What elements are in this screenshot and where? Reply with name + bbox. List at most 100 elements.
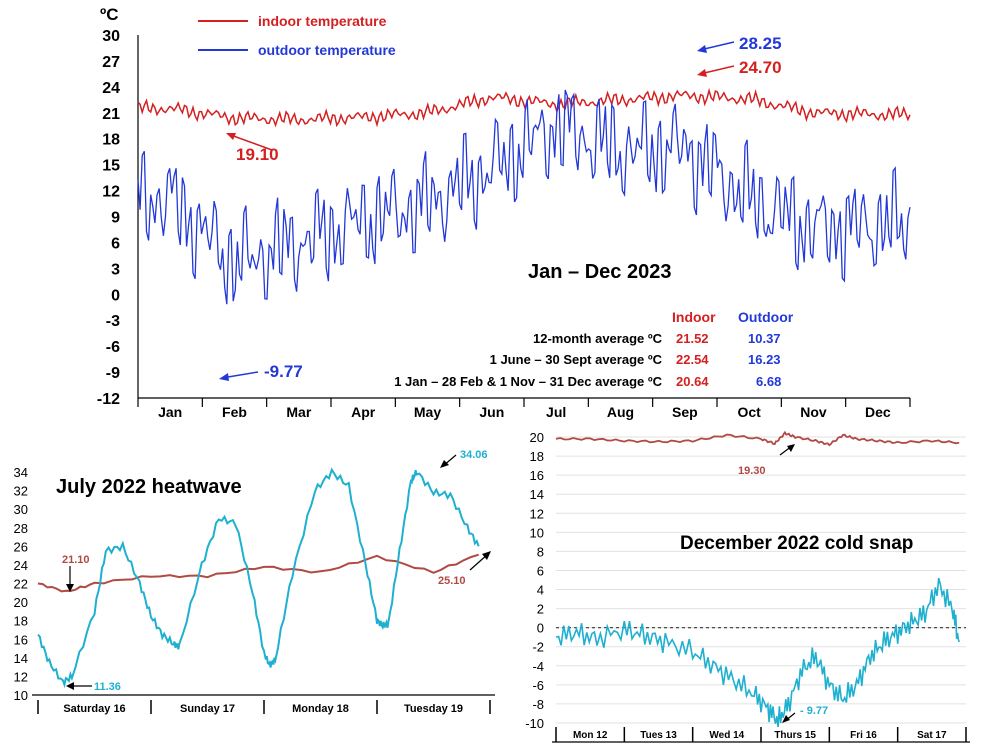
y-tick-label: 28 [14, 521, 28, 536]
x-tick-label: Aug [607, 404, 634, 420]
annotation-label: 34.06 [460, 449, 488, 461]
annotation-label: 21.10 [62, 554, 90, 566]
table-row-label: 1 Jan – 28 Feb & 1 Nov – 31 Dec average … [394, 374, 662, 389]
coldsnap-indoor-line [555, 430, 960, 447]
x-tick-label: Tuesday 19 [404, 703, 463, 715]
y-tick-label: 6 [111, 235, 120, 252]
annotation-arrowhead [226, 133, 236, 140]
y-tick-label: 12 [14, 669, 28, 684]
annotation-label: 11.36 [94, 681, 121, 693]
x-tick-label: Sunday 17 [180, 703, 235, 715]
x-tick-label: Tues 13 [640, 730, 677, 741]
x-tick-label: Jan [158, 404, 182, 420]
x-tick-label: Oct [737, 404, 761, 420]
annotation-label: 25.10 [438, 575, 466, 587]
y-tick-label: -10 [525, 716, 544, 731]
y-tick-label: 12 [530, 506, 544, 521]
annotation-label: 19.10 [236, 145, 279, 164]
y-tick-label: 9 [111, 210, 120, 227]
y-tick-label: 20 [530, 430, 544, 445]
y-tick-label: 8 [537, 544, 544, 559]
top-y-unit: ºC [100, 5, 119, 24]
annotation-arrowhead [440, 460, 449, 468]
y-tick-label: -6 [532, 678, 544, 693]
y-tick-label: 20 [14, 595, 28, 610]
x-tick-label: Nov [800, 404, 827, 420]
y-tick-label: 32 [14, 484, 28, 499]
table-header-outdoor: Outdoor [738, 309, 794, 325]
top-chart-title: Jan – Dec 2023 [528, 261, 671, 283]
y-tick-label: 16 [14, 632, 28, 647]
y-tick-label: -12 [97, 391, 120, 408]
y-tick-label: 0 [537, 621, 544, 636]
heatwave-outdoor-line [37, 467, 480, 689]
outdoor-temperature-line [137, 89, 911, 305]
table-row-indoor: 21.52 [676, 331, 709, 346]
table-row-indoor: 22.54 [676, 352, 709, 367]
y-tick-label: 22 [14, 577, 28, 592]
heatwave-chart: 34 32 30 28 26 24 22 20 18 16 14 12 10 Saturday 16 Su… [14, 449, 495, 715]
x-tick-label: Mon 12 [573, 730, 608, 741]
y-tick-label: 0 [111, 287, 120, 304]
heatwave-title: July 2022 heatwave [56, 476, 242, 498]
y-tick-label: 15 [102, 158, 120, 175]
y-tick-label: 21 [102, 106, 120, 123]
y-tick-label: -6 [106, 339, 120, 356]
annotation-label: 24.70 [739, 58, 782, 77]
annotation-arrowhead [219, 373, 229, 381]
x-tick-label: Wed 14 [709, 730, 744, 741]
heatwave-indoor-line [37, 553, 479, 593]
annotation-arrowhead [782, 715, 790, 723]
x-tick-label: Sat 17 [917, 730, 947, 741]
x-tick-label: Apr [351, 404, 376, 420]
y-tick-label: -8 [532, 697, 544, 712]
annotation-arrowhead [66, 584, 74, 592]
y-tick-label: -9 [106, 365, 120, 382]
x-tick-label: Mar [286, 404, 311, 420]
y-tick-label: 14 [530, 487, 544, 502]
y-tick-label: 10 [14, 688, 28, 703]
legend-outdoor-label: outdoor temperature [258, 42, 396, 58]
y-tick-label: 10 [530, 525, 544, 540]
table-row-outdoor: 10.37 [748, 331, 781, 346]
x-tick-label: May [414, 404, 441, 420]
y-tick-label: 30 [102, 28, 120, 45]
annotation-arrow [227, 133, 273, 151]
annotation-label: -9.77 [264, 362, 303, 381]
table-row-label: 1 June – 30 Sept average ºC [490, 352, 663, 367]
y-tick-label: 27 [102, 54, 120, 71]
annotation-arrowhead [482, 551, 491, 560]
x-tick-label: Dec [865, 404, 891, 420]
annotation-arrowhead [66, 682, 74, 690]
y-tick-label: 18 [14, 614, 28, 629]
table-row-label: 12-month average ºC [533, 331, 663, 346]
y-tick-label: 34 [14, 465, 28, 480]
y-tick-label: 24 [14, 558, 28, 573]
annotation-arrowhead [697, 45, 707, 53]
legend-indoor-label: indoor temperature [258, 13, 387, 29]
x-tick-label: Thurs 15 [774, 730, 816, 741]
x-tick-label: Saturday 16 [63, 703, 125, 715]
y-tick-label: 18 [530, 449, 544, 464]
table-row-outdoor: 6.68 [756, 374, 781, 389]
x-tick-label: Monday 18 [292, 703, 349, 715]
y-tick-label: -4 [532, 659, 544, 674]
coldsnap-outdoor-line [555, 577, 960, 728]
table-header-indoor: Indoor [672, 309, 716, 325]
x-tick-label: Jun [479, 404, 504, 420]
x-tick-label: Fri 16 [850, 730, 877, 741]
x-tick-label: Sep [672, 404, 698, 420]
x-tick-label: Jul [546, 404, 566, 420]
y-tick-label: 4 [537, 583, 544, 598]
y-tick-label: 30 [14, 502, 28, 517]
annotation-label: - 9.77 [800, 705, 828, 717]
annotation-arrowhead [697, 69, 707, 77]
y-tick-label: 6 [537, 563, 544, 578]
y-tick-label: 16 [530, 468, 544, 483]
y-tick-label: 2 [537, 602, 544, 617]
y-tick-label: 14 [14, 651, 28, 666]
x-tick-label: Feb [222, 404, 247, 420]
